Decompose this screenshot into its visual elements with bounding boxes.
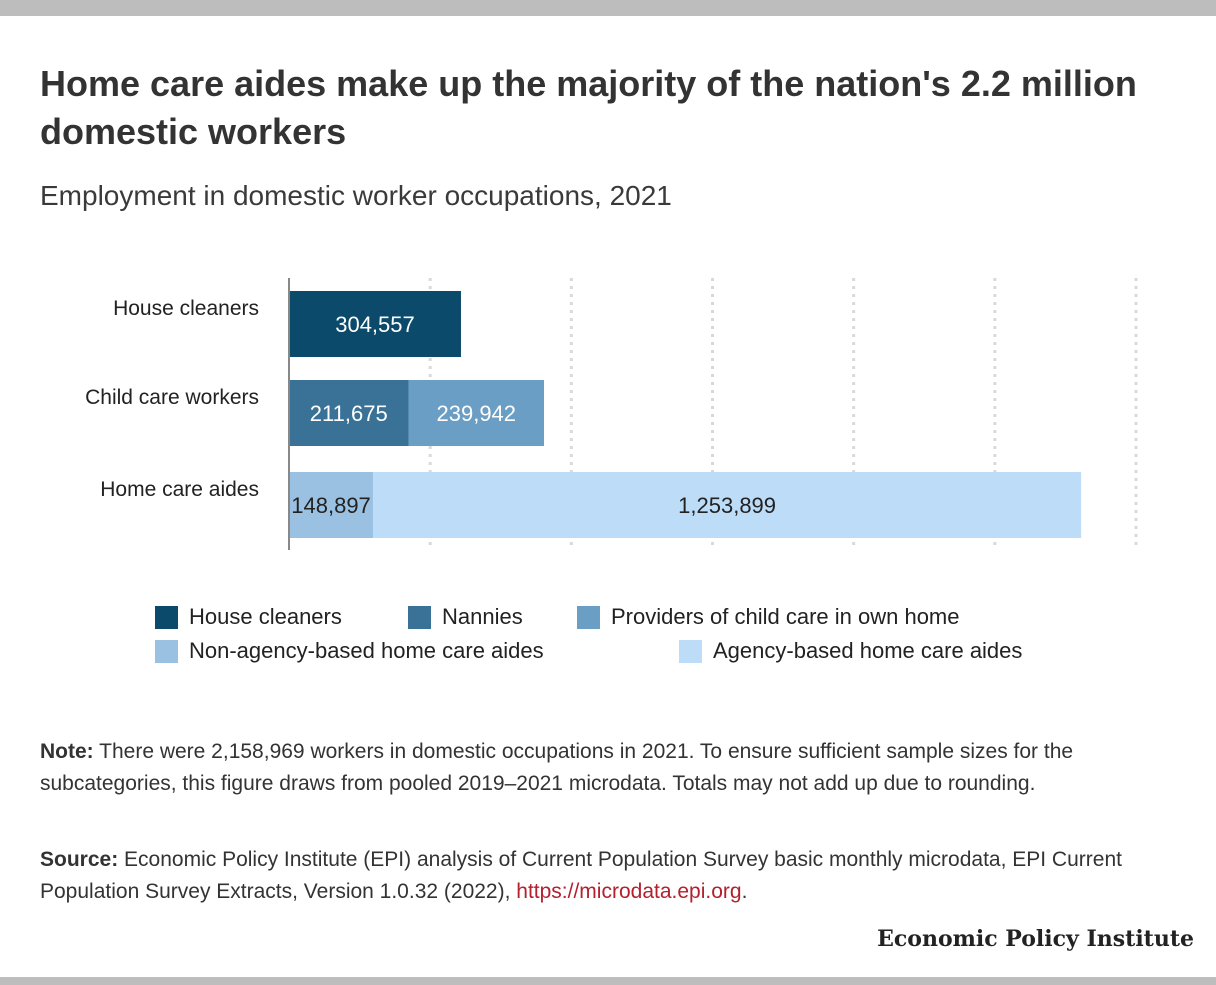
bottom-border	[0, 977, 1216, 985]
note-label: Note:	[40, 740, 94, 763]
bar-segment	[373, 472, 1082, 538]
note: Note: There were 2,158,969 workers in do…	[40, 736, 1180, 800]
source-label: Source:	[40, 848, 119, 871]
legend-label: Nannies	[442, 604, 523, 629]
legend-label: Agency-based home care aides	[713, 638, 1023, 663]
legend-label: Providers of child care in own home	[611, 604, 960, 629]
bar-segment	[408, 380, 545, 446]
top-border	[0, 0, 1216, 16]
stacked-bar-chart: 304,557 211,675 239,942 148,897 1,253,899 Ho…	[85, 278, 1138, 550]
data-label: 304,557	[335, 312, 415, 337]
data-label: 1,253,899	[678, 493, 776, 518]
source-link[interactable]: https://microdata.epi.org	[516, 880, 742, 903]
category-label: Child care workers	[85, 386, 259, 409]
brand-logo-text: Economic Policy Institute	[877, 926, 1194, 952]
legend-item: House cleaners	[155, 604, 342, 630]
note-text: There were 2,158,969 workers in domestic…	[40, 740, 1074, 795]
category-labels: House cleaners Child care workers Home car…	[85, 278, 290, 550]
legend-label: House cleaners	[189, 604, 342, 629]
category-label: Home care aides	[100, 478, 259, 501]
legend-item: Non-agency-based home care aides	[155, 638, 544, 664]
data-label: 239,942	[437, 401, 517, 426]
chart-title: Home care aides make up the majority of …	[40, 63, 1137, 152]
bar-segment	[289, 380, 409, 446]
legend-label: Non-agency-based home care aides	[189, 638, 544, 663]
data-label: 148,897	[291, 493, 371, 518]
data-label: 211,675	[310, 401, 388, 426]
legend-swatch	[155, 639, 178, 663]
bar-segment	[289, 291, 461, 357]
category-label: House cleaners	[113, 297, 259, 320]
legend-swatch	[679, 639, 702, 663]
bars: 304,557 211,675 239,942 148,897 1,253,899	[289, 291, 1082, 538]
source-end: .	[741, 880, 748, 903]
legend-swatch	[408, 605, 431, 629]
legend-item: Agency-based home care aides	[679, 638, 1022, 664]
source-text: Economic Policy Institute (EPI) analysis…	[40, 848, 1122, 903]
chart-subtitle: Employment in domestic worker occupation…	[40, 180, 672, 211]
source: Source: Economic Policy Institute (EPI) …	[40, 844, 1190, 908]
legend-item: Providers of child care in own home	[577, 604, 960, 630]
legend-swatch	[577, 605, 600, 629]
bar-segment	[289, 472, 374, 538]
legend-swatch	[155, 605, 178, 629]
legend-item: Nannies	[408, 604, 523, 630]
